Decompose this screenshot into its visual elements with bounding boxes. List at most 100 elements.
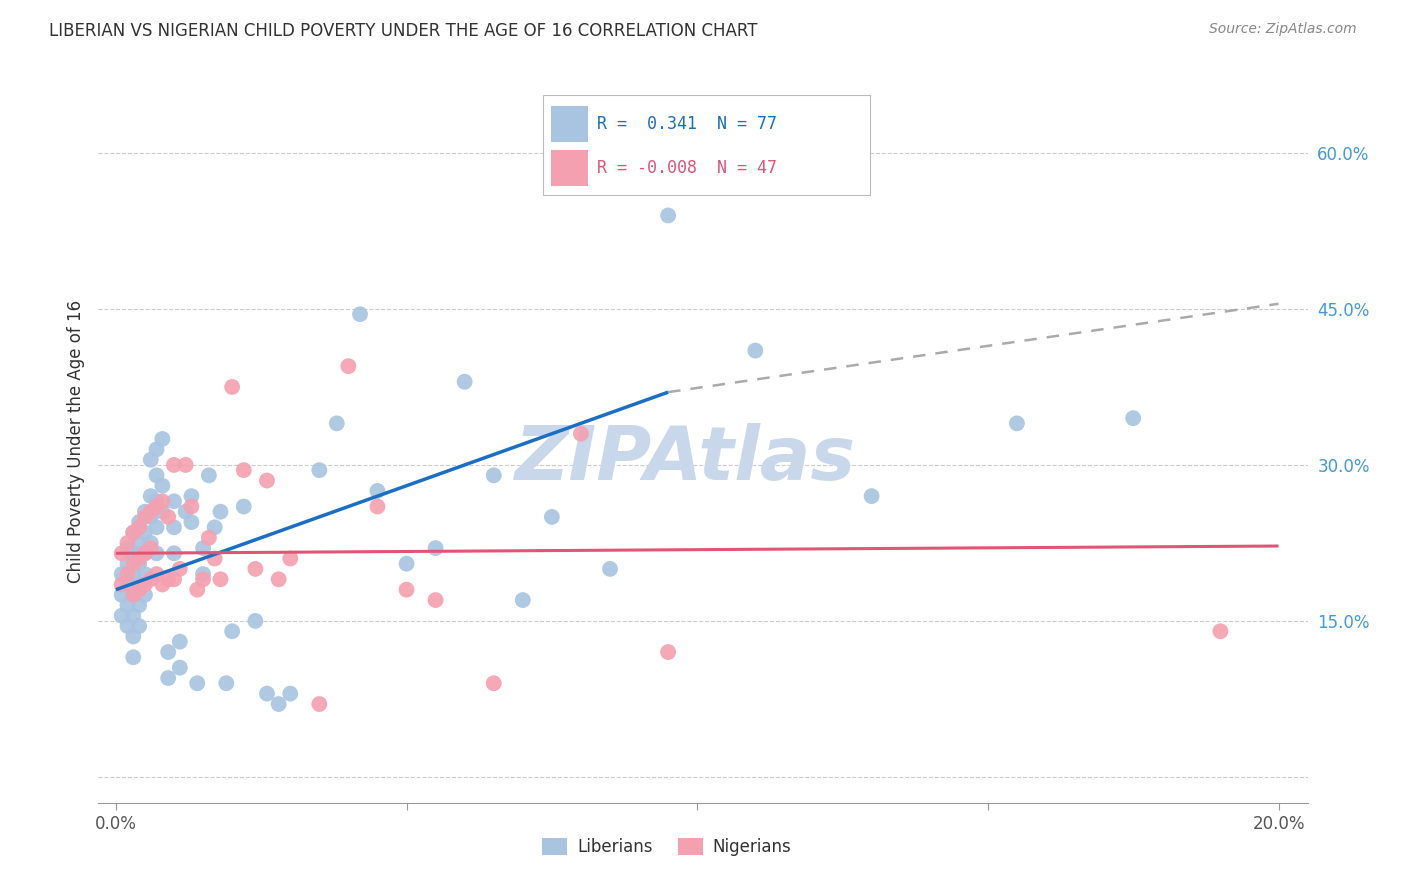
Point — [122, 608, 145, 623]
Point — [308, 697, 330, 711]
Point — [139, 452, 162, 467]
Point — [366, 500, 388, 514]
Point — [117, 619, 139, 633]
Point — [245, 614, 267, 628]
Point — [512, 593, 534, 607]
Point — [122, 546, 145, 560]
Point — [191, 572, 214, 586]
Point — [425, 541, 447, 555]
Point — [117, 536, 139, 550]
Point — [599, 562, 621, 576]
Point — [482, 676, 505, 690]
Point — [128, 599, 150, 613]
Point — [191, 541, 214, 555]
Point — [221, 624, 243, 639]
Point — [209, 505, 232, 519]
Point — [134, 577, 156, 591]
Point — [169, 660, 191, 674]
Point — [180, 515, 202, 529]
Point — [139, 489, 162, 503]
Point — [134, 525, 156, 540]
Point — [174, 458, 197, 472]
Point — [232, 463, 254, 477]
Point — [128, 582, 150, 597]
Point — [150, 494, 173, 508]
Point — [1005, 417, 1028, 431]
Point — [111, 567, 134, 582]
Point — [204, 520, 226, 534]
Point — [122, 525, 145, 540]
Point — [157, 671, 180, 685]
Point — [395, 557, 418, 571]
Text: ZIPAtlas: ZIPAtlas — [515, 423, 856, 496]
Point — [278, 551, 301, 566]
Point — [128, 520, 150, 534]
Point — [308, 463, 330, 477]
Point — [267, 572, 290, 586]
Point — [157, 645, 180, 659]
Point — [150, 432, 173, 446]
Point — [122, 588, 145, 602]
Point — [150, 479, 173, 493]
Point — [117, 577, 139, 591]
Point — [744, 343, 766, 358]
Point — [128, 557, 150, 571]
Point — [145, 468, 167, 483]
Point — [191, 567, 214, 582]
Point — [425, 593, 447, 607]
Point — [150, 577, 173, 591]
Point — [540, 509, 562, 524]
Point — [111, 577, 134, 591]
Point — [157, 572, 180, 586]
Point — [1122, 411, 1144, 425]
Point — [139, 509, 162, 524]
Point — [169, 634, 191, 648]
Legend: Liberians, Nigerians: Liberians, Nigerians — [536, 831, 799, 863]
Point — [128, 551, 150, 566]
Point — [111, 588, 134, 602]
Point — [395, 582, 418, 597]
Point — [117, 557, 139, 571]
Point — [145, 520, 167, 534]
Point — [278, 687, 301, 701]
Text: R =  0.341  N = 77: R = 0.341 N = 77 — [598, 115, 778, 134]
Point — [145, 442, 167, 457]
Point — [134, 509, 156, 524]
Text: LIBERIAN VS NIGERIAN CHILD POVERTY UNDER THE AGE OF 16 CORRELATION CHART: LIBERIAN VS NIGERIAN CHILD POVERTY UNDER… — [49, 22, 758, 40]
Point — [209, 572, 232, 586]
Point — [134, 546, 156, 560]
Point — [134, 567, 156, 582]
Point — [128, 577, 150, 591]
Point — [145, 546, 167, 560]
Point — [232, 500, 254, 514]
Point — [128, 515, 150, 529]
Point — [134, 588, 156, 602]
Point — [128, 536, 150, 550]
Point — [860, 489, 883, 503]
Point — [134, 505, 156, 519]
Point — [453, 375, 475, 389]
Point — [186, 676, 208, 690]
Point — [117, 599, 139, 613]
Point — [111, 608, 134, 623]
Point — [111, 546, 134, 560]
Point — [256, 687, 278, 701]
Point — [163, 494, 186, 508]
Point — [128, 619, 150, 633]
Point — [163, 572, 186, 586]
Point — [1209, 624, 1232, 639]
Point — [245, 562, 267, 576]
Point — [163, 458, 186, 472]
Text: Source: ZipAtlas.com: Source: ZipAtlas.com — [1209, 22, 1357, 37]
Point — [145, 494, 167, 508]
Point — [163, 546, 186, 560]
Point — [122, 557, 145, 571]
Point — [122, 630, 145, 644]
Point — [482, 468, 505, 483]
Point — [117, 541, 139, 555]
Point — [337, 359, 360, 374]
Point — [169, 562, 191, 576]
Point — [145, 567, 167, 582]
Point — [198, 531, 221, 545]
Point — [267, 697, 290, 711]
